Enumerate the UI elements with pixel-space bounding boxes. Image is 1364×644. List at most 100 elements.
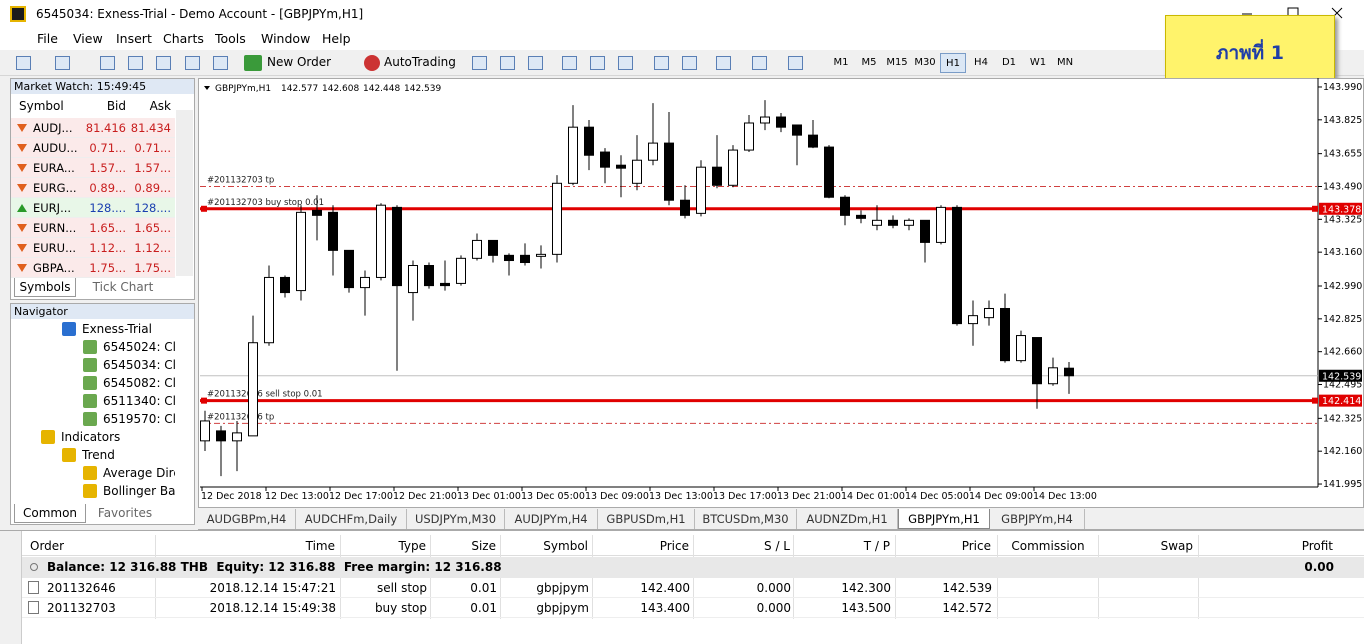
column-header[interactable]: Time — [305, 539, 335, 553]
symbol-name[interactable]: EURJ... — [33, 201, 72, 215]
toolbar-icon[interactable] — [185, 56, 200, 70]
direction-icon — [17, 164, 27, 172]
panel-tab[interactable]: Common — [14, 504, 86, 523]
close-button[interactable] — [1344, 583, 1352, 591]
menu-item[interactable]: Insert — [116, 31, 152, 46]
column-header[interactable]: Commission — [1011, 539, 1085, 553]
panel-tab[interactable]: Favorites — [97, 506, 153, 520]
timeframe-button[interactable]: M30 — [914, 57, 936, 68]
row-background[interactable] — [11, 118, 175, 138]
chart-tab[interactable]: AUDJPYm,H4 — [505, 509, 598, 529]
symbol-name[interactable]: EURA... — [33, 161, 75, 175]
toolbar-icon[interactable] — [100, 56, 115, 70]
toolbar-icon[interactable] — [562, 56, 577, 70]
column-header[interactable]: S / L — [764, 539, 790, 553]
toolbar-icon[interactable] — [788, 56, 803, 70]
toolbar-icon[interactable] — [528, 56, 543, 70]
toolbar-icon[interactable] — [682, 56, 697, 70]
tree-item[interactable]: Exness-Trial — [82, 322, 152, 336]
column-header[interactable]: Order — [30, 539, 65, 553]
menu-item[interactable]: Tools — [215, 31, 246, 46]
tree-item[interactable]: 6519570: Clier — [103, 412, 175, 426]
candle-body — [888, 219, 898, 226]
chart-tab[interactable]: GBPJPYm,H4 — [990, 509, 1085, 529]
column-header[interactable]: T / P — [863, 539, 890, 553]
order-row[interactable] — [22, 598, 1364, 618]
chart-tab[interactable]: BTCUSDm,M30 — [695, 509, 797, 529]
scrollbar[interactable] — [176, 110, 193, 276]
column-header[interactable]: Size — [471, 539, 496, 553]
toolbar-icon[interactable] — [618, 56, 633, 70]
column-header[interactable]: Profit — [1301, 539, 1333, 553]
row-background[interactable] — [11, 138, 175, 158]
menu-item[interactable]: Charts — [163, 31, 204, 46]
toolbar-icon[interactable] — [364, 55, 380, 71]
ohlc-value: 142.448 — [363, 84, 400, 94]
tree-item[interactable]: Bollinger Banc — [103, 484, 175, 498]
row-background[interactable] — [11, 158, 175, 178]
symbol-name[interactable]: EURN... — [33, 221, 77, 235]
close-button[interactable] — [1344, 603, 1352, 611]
chart-tab[interactable]: GBPUSDm,H1 — [598, 509, 695, 529]
chart-tab[interactable]: AUDCHFm,Daily — [296, 509, 407, 529]
panel-tab[interactable]: Symbols — [14, 278, 76, 297]
tree-item[interactable]: 6545082: Clier — [103, 376, 175, 390]
row-background[interactable] — [11, 218, 175, 238]
column-header[interactable]: Symbol — [543, 539, 588, 553]
symbol-name[interactable]: EURU... — [33, 241, 77, 255]
toolbar-icon[interactable] — [500, 56, 515, 70]
symbol-name[interactable]: EURG... — [33, 181, 77, 195]
menu-item[interactable]: Window — [261, 31, 311, 46]
toolbar-icon[interactable] — [752, 56, 767, 70]
toolbar-icon[interactable] — [16, 56, 31, 70]
timeframe-button[interactable]: H1 — [940, 53, 966, 73]
chart-tab[interactable]: AUDNZDm,H1 — [797, 509, 898, 529]
column-header[interactable]: Type — [398, 539, 426, 553]
direction-icon — [17, 244, 27, 252]
timeframe-button[interactable]: M1 — [833, 57, 849, 68]
row-background[interactable] — [11, 258, 175, 278]
symbol-name[interactable]: AUDJ... — [33, 121, 73, 135]
menu-item[interactable]: File — [37, 31, 58, 46]
toolbar-icon[interactable] — [590, 56, 605, 70]
tree-item[interactable]: 6545034: Clier — [103, 358, 175, 372]
timeframe-button[interactable]: M15 — [886, 57, 908, 68]
order-row[interactable] — [22, 578, 1364, 598]
candle-body — [696, 166, 706, 214]
timeframe-button[interactable]: D1 — [1001, 57, 1017, 68]
row-background[interactable] — [11, 198, 175, 218]
auto-trading-button[interactable]: AutoTrading — [384, 55, 456, 69]
column-header[interactable]: Price — [961, 539, 991, 553]
tree-item[interactable]: Indicators — [61, 430, 121, 444]
toolbar-icon[interactable] — [472, 56, 487, 70]
row-background[interactable] — [11, 178, 175, 198]
row-background[interactable] — [11, 238, 175, 258]
timeframe-button[interactable]: M5 — [861, 57, 877, 68]
timeframe-button[interactable]: H4 — [974, 57, 988, 68]
column-header[interactable]: Swap — [1160, 539, 1193, 553]
timeframe-button[interactable]: MN — [1056, 57, 1074, 68]
symbol-name[interactable]: GBPA... — [33, 261, 75, 275]
tree-item[interactable]: 6545024: Clier — [103, 340, 175, 354]
tree-icon — [83, 394, 97, 408]
toolbar-icon[interactable] — [55, 56, 70, 70]
symbol-name[interactable]: AUDU... — [33, 141, 78, 155]
tree-item[interactable]: Average Direc — [103, 466, 175, 480]
chart-tab[interactable]: GBPJPYm,H1 — [898, 509, 990, 529]
new-order-button[interactable]: New Order — [267, 55, 332, 69]
toolbar-icon[interactable] — [244, 55, 262, 71]
toolbar-icon[interactable] — [654, 56, 669, 70]
toolbar-icon[interactable] — [128, 56, 143, 70]
tree-item[interactable]: 6511340: Clier — [103, 394, 175, 408]
tree-item[interactable]: Trend — [82, 448, 115, 462]
chart-tab[interactable]: AUDGBPm,H4 — [198, 509, 296, 529]
menu-item[interactable]: View — [73, 31, 103, 46]
timeframe-button[interactable]: W1 — [1029, 57, 1047, 68]
toolbar-icon[interactable] — [213, 56, 228, 70]
panel-tab[interactable]: Tick Chart — [92, 280, 154, 294]
toolbar-icon[interactable] — [716, 56, 731, 70]
toolbar-icon[interactable] — [156, 56, 171, 70]
chart-tab[interactable]: USDJPYm,M30 — [407, 509, 505, 529]
column-header[interactable]: Price — [659, 539, 689, 553]
menu-item[interactable]: Help — [322, 31, 351, 46]
